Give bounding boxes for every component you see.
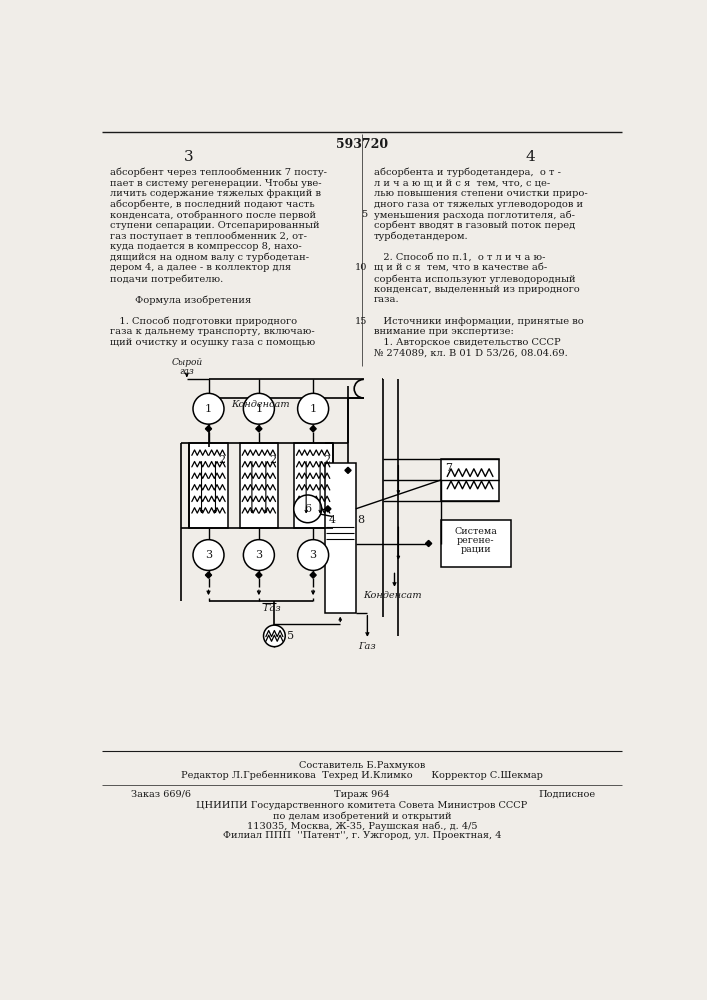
- Circle shape: [264, 625, 285, 647]
- Polygon shape: [256, 426, 262, 432]
- Polygon shape: [256, 572, 262, 578]
- Text: дером 4, а далее - в коллектор для: дером 4, а далее - в коллектор для: [110, 263, 291, 272]
- Text: дного газа от тяжелых углеводородов и: дного газа от тяжелых углеводородов и: [373, 200, 583, 209]
- Polygon shape: [426, 540, 432, 547]
- Text: 2. Способ по п.1,  о т л и ч а ю-: 2. Способ по п.1, о т л и ч а ю-: [373, 253, 545, 262]
- Text: Источники информации, принятые во: Источники информации, принятые во: [373, 317, 583, 326]
- Text: Редактор Л.Гребенникова  Техред И.Климко      Корректор С.Шекмар: Редактор Л.Гребенникова Техред И.Климко …: [181, 771, 543, 780]
- Text: 2: 2: [269, 455, 276, 465]
- Text: Конденсат: Конденсат: [231, 400, 290, 409]
- Text: 5: 5: [361, 210, 368, 219]
- Circle shape: [193, 393, 224, 424]
- Text: 2: 2: [323, 455, 330, 465]
- Polygon shape: [206, 426, 211, 432]
- Text: 1. Авторское свидетельство СССР: 1. Авторское свидетельство СССР: [373, 338, 560, 347]
- Text: щ и й с я  тем, что в качестве аб-: щ и й с я тем, что в качестве аб-: [373, 263, 547, 272]
- Bar: [189, 443, 228, 528]
- Text: рации: рации: [460, 545, 491, 554]
- Text: 4: 4: [329, 515, 336, 525]
- Circle shape: [298, 540, 329, 570]
- Circle shape: [293, 495, 322, 523]
- Text: внимание при экспертизе:: внимание при экспертизе:: [373, 327, 513, 336]
- Text: 10: 10: [355, 263, 368, 272]
- Text: личить содержание тяжелых фракций в: личить содержание тяжелых фракций в: [110, 189, 321, 198]
- Text: 8: 8: [357, 515, 364, 525]
- Text: ступени сепарации. Отсепарированный: ступени сепарации. Отсепарированный: [110, 221, 320, 230]
- Text: 3: 3: [310, 550, 317, 560]
- Text: уменьшения расхода поглотителя, аб-: уменьшения расхода поглотителя, аб-: [373, 210, 575, 220]
- Text: 1: 1: [205, 404, 212, 414]
- Text: подачи потребителю.: подачи потребителю.: [110, 274, 223, 284]
- Text: 6: 6: [304, 504, 311, 514]
- Text: Газ: Газ: [358, 642, 376, 651]
- Text: абсорбенте, в последний подают часть: абсорбенте, в последний подают часть: [110, 200, 315, 209]
- Circle shape: [243, 393, 274, 424]
- Text: л и ч а ю щ и й с я  тем, что, с це-: л и ч а ю щ и й с я тем, что, с це-: [373, 178, 550, 187]
- Circle shape: [298, 393, 329, 424]
- Text: по делам изобретений и открытий: по делам изобретений и открытий: [273, 811, 451, 821]
- Text: конденсат, выделенный из природного: конденсат, выделенный из природного: [373, 285, 579, 294]
- Text: щий очистку и осушку газа с помощью: щий очистку и осушку газа с помощью: [110, 338, 315, 347]
- Text: 3: 3: [255, 550, 262, 560]
- Text: Система: Система: [455, 527, 497, 536]
- Text: 1: 1: [310, 404, 317, 414]
- Bar: [441, 520, 510, 567]
- Text: 593720: 593720: [336, 138, 388, 151]
- Text: Заказ 669/6: Заказ 669/6: [131, 790, 191, 799]
- Text: сорбент вводят в газовый поток перед: сорбент вводят в газовый поток перед: [373, 221, 575, 230]
- Text: 15: 15: [355, 317, 368, 326]
- Text: Газ: Газ: [263, 604, 281, 613]
- Circle shape: [193, 540, 224, 570]
- Text: Подписное: Подписное: [539, 790, 596, 799]
- Bar: [325, 463, 356, 613]
- Bar: [441, 459, 499, 501]
- Text: абсорбента и турбодетандера,  о т -: абсорбента и турбодетандера, о т -: [373, 168, 561, 177]
- Polygon shape: [310, 572, 316, 578]
- Text: конденсата, отобранного после первой: конденсата, отобранного после первой: [110, 210, 316, 220]
- Circle shape: [243, 540, 274, 570]
- Text: ЦНИИПИ Государственного комитета Совета Министров СССР: ЦНИИПИ Государственного комитета Совета …: [197, 801, 527, 810]
- Text: абсорбент через теплообменник 7 посту-: абсорбент через теплообменник 7 посту-: [110, 168, 327, 177]
- Text: 5: 5: [287, 631, 294, 641]
- Text: сорбента используют углеводородный: сорбента используют углеводородный: [373, 274, 575, 284]
- Text: турбодетандером.: турбодетандером.: [373, 231, 468, 241]
- Text: 1: 1: [255, 404, 262, 414]
- Text: лью повышения степени очистки приро-: лью повышения степени очистки приро-: [373, 189, 588, 198]
- Text: пает в систему регенерации. Чтобы уве-: пает в систему регенерации. Чтобы уве-: [110, 178, 322, 188]
- Text: Сырой: Сырой: [171, 358, 202, 367]
- Text: 7: 7: [445, 463, 452, 473]
- Text: газ: газ: [180, 367, 194, 376]
- Text: 1. Способ подготовки природного: 1. Способ подготовки природного: [110, 317, 297, 326]
- Text: газа.: газа.: [373, 295, 399, 304]
- Text: Конденсат: Конденсат: [363, 591, 421, 600]
- Polygon shape: [325, 506, 331, 512]
- Text: Составитель Б.Рахмуков: Составитель Б.Рахмуков: [299, 761, 425, 770]
- Text: 3: 3: [205, 550, 212, 560]
- Polygon shape: [206, 572, 211, 578]
- Text: газ поступает в теплообменник 2, от-: газ поступает в теплообменник 2, от-: [110, 231, 307, 241]
- Text: 4: 4: [525, 150, 535, 164]
- Polygon shape: [345, 467, 351, 473]
- Bar: [293, 443, 332, 528]
- Text: дящийся на одном валу с турбодетан-: дящийся на одном валу с турбодетан-: [110, 253, 309, 262]
- Text: 3: 3: [185, 150, 194, 164]
- Text: куда подается в компрессор 8, нахо-: куда подается в компрессор 8, нахо-: [110, 242, 302, 251]
- Text: Формула изобретения: Формула изобретения: [110, 295, 251, 305]
- Text: № 274089, кл. В 01 D 53/26, 08.04.69.: № 274089, кл. В 01 D 53/26, 08.04.69.: [373, 348, 567, 357]
- Text: регене-: регене-: [457, 536, 495, 545]
- Bar: [240, 443, 279, 528]
- Text: Филиал ППП  ''Патент'', г. Ужгород, ул. Проектная, 4: Филиал ППП ''Патент'', г. Ужгород, ул. П…: [223, 831, 501, 840]
- Polygon shape: [310, 426, 316, 432]
- Text: газа к дальнему транспорту, включаю-: газа к дальнему транспорту, включаю-: [110, 327, 315, 336]
- Text: 113035, Москва, Ж-35, Раушская наб., д. 4/5: 113035, Москва, Ж-35, Раушская наб., д. …: [247, 821, 477, 831]
- Text: 2: 2: [218, 455, 226, 465]
- Text: Тираж 964: Тираж 964: [334, 790, 390, 799]
